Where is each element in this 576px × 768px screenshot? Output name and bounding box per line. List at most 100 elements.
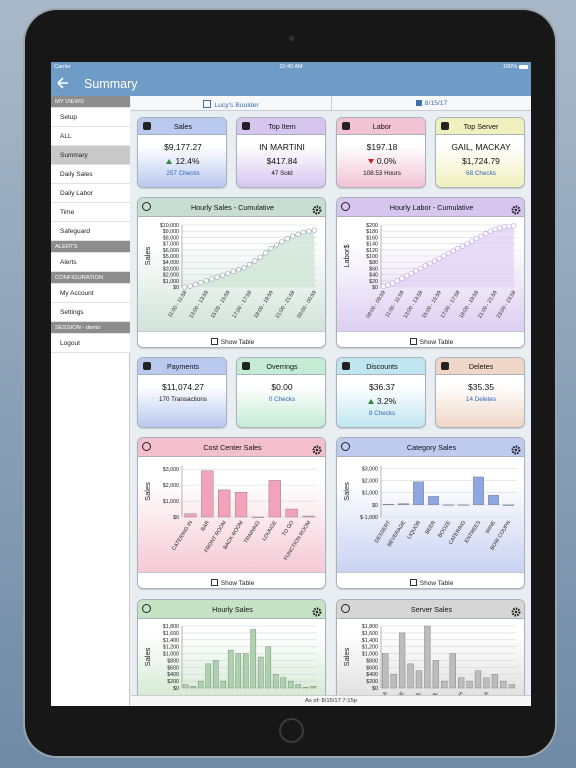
show-table-button[interactable]: Show Table xyxy=(337,331,524,347)
bar xyxy=(218,489,231,518)
settings-button[interactable] xyxy=(312,442,322,455)
camera xyxy=(289,36,294,41)
point xyxy=(252,258,258,264)
section-label: MY VIEWS xyxy=(55,99,84,105)
card-header: Top Server xyxy=(436,118,524,135)
card-value: $1,724.79 xyxy=(436,156,524,166)
y-tick-label: $4,000 xyxy=(163,260,179,266)
bar xyxy=(190,686,197,689)
sidebar-item[interactable]: Alerts xyxy=(51,253,130,272)
settings-button[interactable] xyxy=(312,604,322,617)
card-detail-text: 8 Checks xyxy=(368,410,396,417)
settings-button[interactable] xyxy=(312,202,322,215)
kpi-card[interactable]: Top Item IN MARTINI $417.84 47 Sold xyxy=(236,117,326,188)
bar xyxy=(257,656,264,689)
card-icon xyxy=(242,122,250,130)
x-tick-label: LIQUOR xyxy=(406,520,422,541)
location-button[interactable]: Lucy's Boulder xyxy=(131,96,332,110)
sidebar-item[interactable]: Summary xyxy=(51,146,130,165)
chart: Sales $0$1,000$2,000$3,000$4,000$5,000$6,… xyxy=(143,223,318,320)
y-tick-label: $100 xyxy=(366,254,378,260)
home-button[interactable] xyxy=(279,718,304,743)
point xyxy=(441,253,447,259)
card-change: 0.0% xyxy=(337,156,425,166)
kpi-card[interactable]: Top Server GAIL, MACKAY $1,724.79 68 Checks xyxy=(435,117,525,188)
bar xyxy=(235,653,242,689)
point xyxy=(214,274,220,280)
show-table-button[interactable]: Show Table xyxy=(138,331,325,347)
chart-panel: Hourly Sales - Cumulative Show Table Sales… xyxy=(137,197,326,348)
card-title: Sales xyxy=(174,122,192,131)
table-icon xyxy=(409,579,417,586)
settings-button[interactable] xyxy=(511,604,521,617)
point xyxy=(455,245,461,252)
sidebar-item[interactable]: Setup xyxy=(51,108,130,127)
card-name: IN MARTINI xyxy=(237,142,325,152)
card-icon xyxy=(143,362,151,370)
sidebar-section: CONFIGURATION xyxy=(51,272,130,284)
sidebar-item[interactable]: My Account xyxy=(51,284,130,303)
sidebar-item[interactable]: Time xyxy=(51,203,130,222)
sidebar-item[interactable]: Daily Sales xyxy=(51,165,130,184)
point xyxy=(469,238,475,244)
chart-panel: Cost Center Sales Show Table Sales $0 $1,000… xyxy=(137,437,326,589)
bar xyxy=(500,680,507,689)
x-tick-label: 15:00 - 15:59 xyxy=(210,290,232,320)
bar xyxy=(491,674,499,689)
y-tick-label: $600 xyxy=(366,665,378,671)
point xyxy=(380,283,386,290)
bar xyxy=(466,680,473,689)
show-table-button[interactable]: Show Table xyxy=(138,572,325,588)
content: Sales $9,177.27 12.4% 257 Checks Top Item IN … xyxy=(131,111,531,695)
y-tick-label: $1,200 xyxy=(163,645,179,651)
sidebar-item[interactable]: Settings xyxy=(51,303,130,322)
bar xyxy=(182,684,189,689)
item-label: My Account xyxy=(60,290,94,297)
card-name-text: IN MARTINI xyxy=(259,142,305,152)
kpi-card[interactable]: Labor $197.18 0.0% 108.53 Hours xyxy=(336,117,426,188)
back-arrow xyxy=(57,77,68,89)
settings-button[interactable] xyxy=(511,202,521,215)
x-tick-label: BEER xyxy=(424,520,437,536)
kpi-card[interactable]: Deletes $35.35 14 Deletes xyxy=(435,357,525,428)
gear-icon xyxy=(312,445,322,455)
card-value-text: $36.37 xyxy=(369,382,395,392)
card-header: Deletes xyxy=(436,358,524,375)
y-axis-title: Sales xyxy=(342,482,351,501)
sidebar-item[interactable]: Daily Labor xyxy=(51,184,130,203)
card-value-text: $9,177.27 xyxy=(164,142,202,152)
kpi-card[interactable]: Discounts $36.37 3.2% 8 Checks xyxy=(336,357,426,428)
kpi-card[interactable]: Payments $11,074.27 170 Transactions xyxy=(137,357,227,428)
kpi-card[interactable]: Sales $9,177.27 12.4% 257 Checks xyxy=(137,117,227,188)
point xyxy=(257,254,263,260)
date-button[interactable]: 8/15/17 xyxy=(332,96,531,110)
settings-button[interactable] xyxy=(511,442,521,455)
sidebar-item[interactable]: Logout xyxy=(51,334,130,353)
y-tick-label: $2,000 xyxy=(362,479,378,485)
card-header: Labor xyxy=(337,118,425,135)
y-tick-label: $1,800 xyxy=(362,624,378,630)
bar xyxy=(302,687,309,689)
back-button[interactable] xyxy=(55,76,71,90)
card-title: Top Server xyxy=(463,122,499,131)
y-tick-label: $20 xyxy=(369,279,378,285)
point xyxy=(192,281,199,288)
kpi-card[interactable]: Overrings $0.00 0 Checks xyxy=(236,357,326,428)
card-value: $9,177.27 xyxy=(138,142,226,152)
bar xyxy=(201,470,214,518)
bar xyxy=(268,480,281,518)
point xyxy=(279,239,285,245)
bar xyxy=(383,504,394,506)
card-header: Payments xyxy=(138,358,226,375)
show-table-text: Show Table xyxy=(220,580,255,587)
bar xyxy=(415,670,423,689)
bar xyxy=(503,504,514,506)
card-detail: 14 Deletes xyxy=(436,396,524,403)
sidebar-item[interactable]: Safeguard xyxy=(51,222,130,241)
sidebar-item[interactable]: ALL xyxy=(51,127,130,146)
bar xyxy=(483,677,490,689)
y-tick-label: $180 xyxy=(366,229,378,235)
show-table-button[interactable]: Show Table xyxy=(337,572,524,588)
bar xyxy=(227,649,234,689)
